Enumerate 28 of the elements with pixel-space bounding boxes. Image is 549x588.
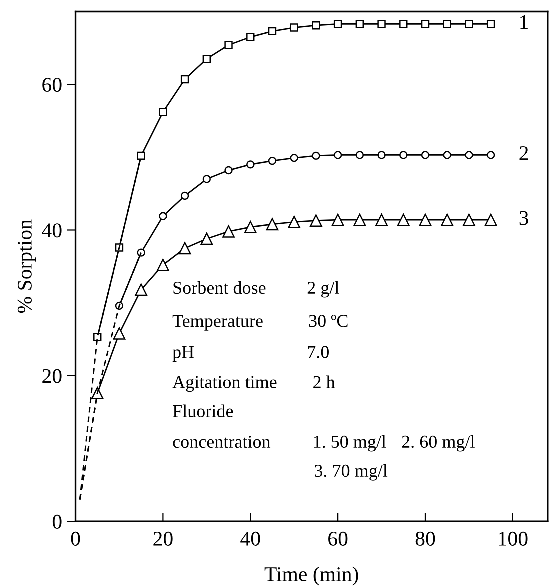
annotation: Agitation time	[172, 376, 277, 392]
y-tick-label: 40	[42, 224, 62, 238]
annotation: Fluoride	[173, 404, 234, 418]
annotation: concentration	[173, 436, 271, 448]
annotation: 1. 50 mg/l	[314, 435, 386, 452]
series-label: 1	[520, 15, 528, 30]
annotation: 2. 60 mg/l	[402, 435, 475, 452]
y-tick-label: 20	[42, 369, 62, 384]
y-axis-title: % Sorption	[18, 220, 36, 314]
annotation: 30 ºC	[309, 315, 348, 328]
annotation: 2 g/l	[308, 281, 340, 298]
x-tick-label: 100	[499, 532, 528, 546]
annotation: pH	[172, 346, 194, 362]
x-tick-label: 20	[154, 532, 173, 546]
x-tick-label: 40	[240, 532, 260, 546]
annotation: 7.0	[308, 346, 329, 358]
y-tick-label: 60	[42, 78, 62, 92]
series-label: 2	[520, 146, 528, 160]
annotation: 2 h	[314, 376, 336, 388]
x-tick-label: 80	[416, 532, 436, 546]
annotation: 3. 70 mg/l	[315, 464, 388, 481]
x-tick-label: 0	[71, 532, 80, 546]
series-label: 3	[520, 211, 528, 226]
x-axis-title: Time (min)	[264, 566, 358, 586]
x-tick-label: 60	[328, 532, 348, 546]
annotation: Sorbent dose	[174, 281, 266, 294]
y-tick-label: 0	[52, 514, 62, 529]
annotation: Temperature	[172, 315, 263, 331]
